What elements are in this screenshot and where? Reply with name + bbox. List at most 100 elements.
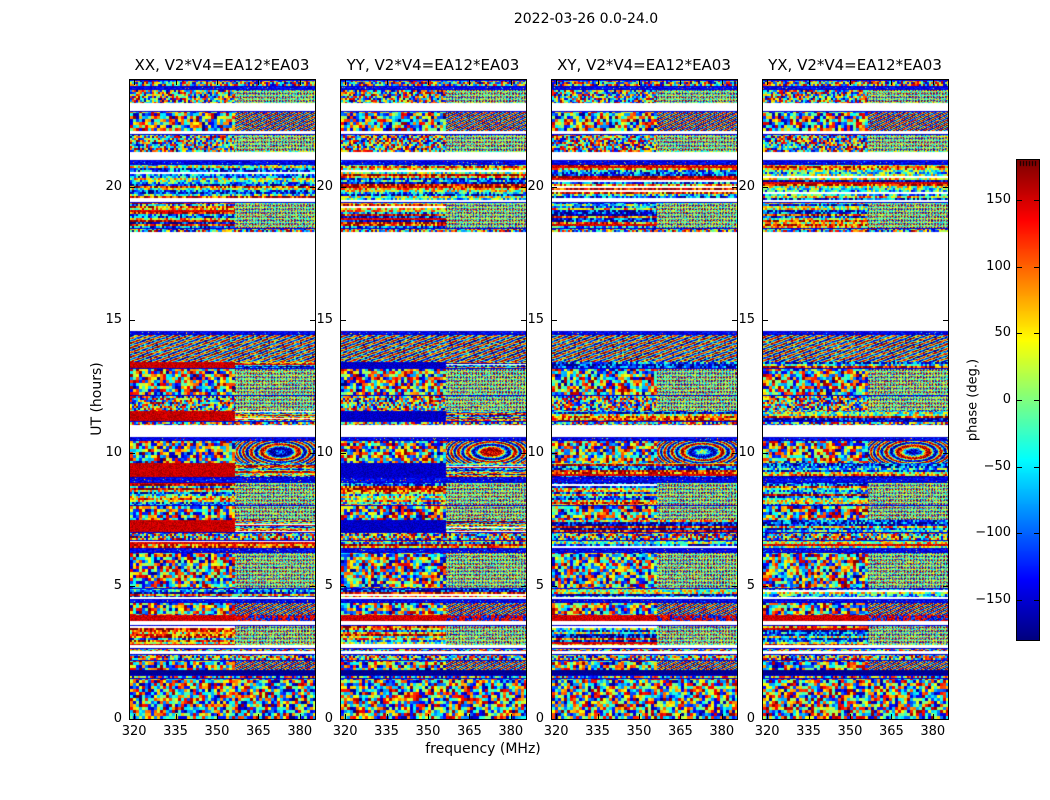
y-tickmark [552, 719, 557, 720]
x-tickmark [345, 80, 347, 85]
y-tickmark [130, 452, 135, 454]
x-tickmark [721, 80, 723, 85]
y-tick-label: 0 [535, 711, 544, 726]
panel-axes-YX [762, 79, 949, 720]
y-tick-label: 20 [527, 178, 544, 194]
y-tickmark [732, 319, 737, 321]
colorbar-tickmark [1017, 400, 1022, 401]
y-tickmark [763, 452, 768, 454]
x-tickmark [258, 80, 260, 85]
x-tick-label: 335 [163, 724, 188, 739]
y-tickmark [310, 186, 315, 188]
y-tickmark [943, 186, 948, 188]
x-tickmark [556, 80, 558, 85]
x-tickmark [767, 714, 769, 719]
x-tickmark [597, 80, 599, 85]
x-tickmark [134, 80, 136, 85]
y-tick-label: 15 [738, 311, 755, 327]
y-tickmark [732, 585, 737, 587]
y-tickmark [552, 186, 557, 188]
panel-title-XY: XY, V2*V4=EA12*EA03 [557, 56, 731, 74]
y-tick-label: 15 [316, 311, 333, 327]
y-tick-label: 0 [746, 711, 755, 726]
x-tickmark [891, 80, 893, 85]
colorbar-tickmark [1034, 200, 1039, 201]
colorbar-tickmark [1034, 600, 1039, 601]
y-tickmark [552, 452, 557, 454]
x-tick-label: 365 [878, 724, 904, 739]
x-tickmark [932, 80, 934, 85]
colorbar-tick-label: 50 [994, 325, 1011, 341]
panel-title-YY: YY, V2*V4=EA12*EA03 [346, 56, 520, 74]
panel-axes-YY [340, 79, 527, 720]
x-tickmark [721, 714, 723, 719]
y-tick-label: 15 [527, 311, 544, 327]
y-tickmark [732, 452, 737, 454]
y-tick-label: 5 [113, 577, 122, 593]
y-tick-label: 10 [738, 444, 755, 460]
x-tickmark [175, 714, 177, 719]
x-tickmark [597, 714, 599, 719]
y-tickmark [732, 186, 737, 188]
colorbar-tickmark [1034, 466, 1039, 468]
x-tickmark [299, 80, 301, 85]
colorbar-tickmark [1034, 333, 1039, 335]
colorbar-tickmark [1017, 466, 1022, 468]
x-tick-label: 320 [543, 724, 569, 739]
y-tickmark [943, 319, 948, 321]
x-tickmark [849, 80, 851, 85]
panel-title-XX: XX, V2*V4=EA12*EA03 [134, 56, 310, 74]
x-tickmark [808, 80, 810, 85]
y-tickmark [521, 585, 526, 587]
x-tickmark [849, 714, 851, 719]
y-axis-label: UT (hours) [89, 362, 105, 436]
x-tickmark [469, 714, 471, 719]
colorbar-tick-label: −150 [975, 592, 1011, 607]
y-tick-label: 20 [105, 178, 122, 194]
y-tickmark [521, 719, 526, 720]
x-tickmark [767, 80, 769, 85]
y-tickmark [732, 719, 737, 720]
y-tickmark [130, 319, 135, 321]
colorbar-tick-label: −50 [983, 458, 1011, 474]
panel-axes-XY [551, 79, 738, 720]
x-tickmark [556, 714, 558, 719]
x-tick-label: 320 [754, 724, 780, 739]
x-tickmark [808, 714, 810, 719]
y-tick-label: 10 [316, 444, 333, 460]
y-tick-label: 10 [527, 444, 544, 460]
x-tickmark [427, 80, 429, 85]
y-tickmark [763, 319, 768, 321]
y-tickmark [521, 452, 526, 454]
x-tick-label: 335 [796, 724, 821, 739]
x-tickmark [469, 80, 471, 85]
colorbar-tickmark [1034, 533, 1039, 535]
colorbar-tick-label: 0 [1002, 392, 1011, 407]
x-tick-label: 335 [585, 724, 610, 739]
colorbar-tick-label: −100 [975, 525, 1011, 541]
y-tickmark [943, 452, 948, 454]
x-tickmark [386, 714, 388, 719]
colorbar-tickmark [1034, 266, 1039, 268]
x-tickmark [386, 80, 388, 85]
colorbar-tick-label: 150 [986, 192, 1011, 207]
y-tick-label: 5 [746, 577, 755, 593]
x-tickmark [680, 80, 682, 85]
x-tickmark [427, 714, 429, 719]
x-tickmark [216, 714, 218, 719]
y-tick-label: 20 [316, 178, 333, 194]
y-tickmark [943, 585, 948, 587]
y-tickmark [130, 585, 135, 587]
colorbar-tickmark [1017, 333, 1022, 335]
figure-title: 2022-03-26 0.0-24.0 [513, 11, 659, 27]
y-tickmark [310, 719, 315, 720]
y-tickmark [521, 186, 526, 188]
y-tickmark [341, 452, 346, 454]
y-tick-label: 20 [738, 178, 755, 194]
y-tick-label: 5 [324, 577, 333, 593]
heatmap-canvas-YY [341, 80, 526, 719]
x-tickmark [510, 80, 512, 85]
x-tickmark [299, 714, 301, 719]
x-tickmark [216, 80, 218, 85]
